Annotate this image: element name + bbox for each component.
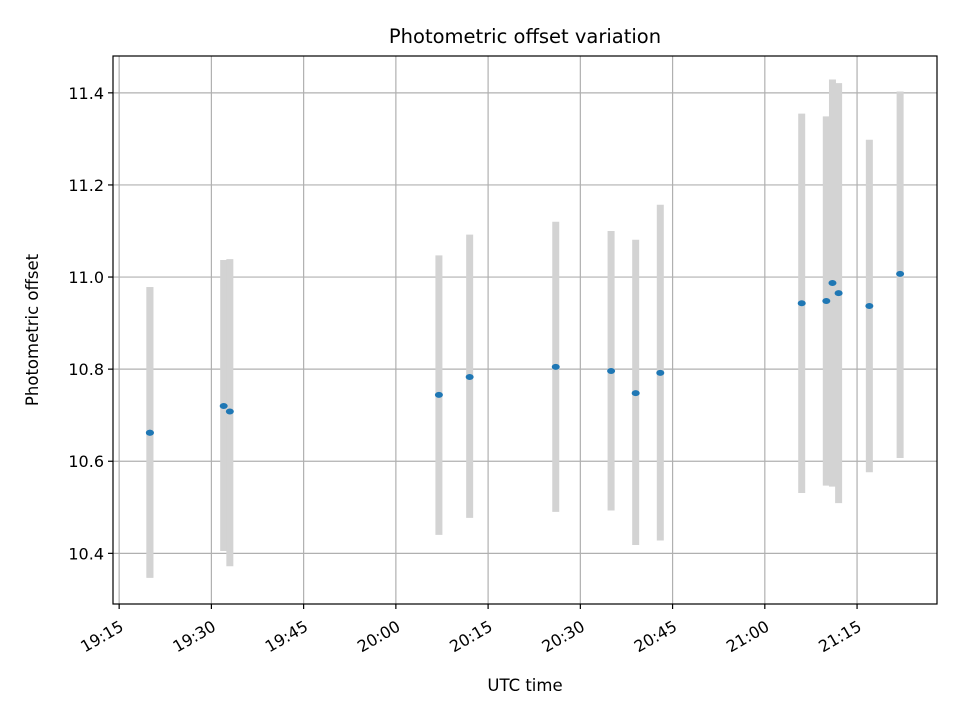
data-points <box>145 270 905 436</box>
data-point <box>828 280 837 287</box>
y-tick-label: 10.4 <box>68 544 104 563</box>
y-tick-label: 11.0 <box>68 268 104 287</box>
y-axis-title: Photometric offset <box>23 253 42 406</box>
data-point <box>551 363 560 370</box>
data-point <box>225 408 234 415</box>
data-point <box>896 270 905 277</box>
data-point <box>656 369 665 376</box>
data-point <box>631 390 640 397</box>
y-tick-label: 10.8 <box>68 360 104 379</box>
y-tick-label: 11.4 <box>68 84 104 103</box>
chart-title: Photometric offset variation <box>389 25 661 48</box>
plot-frame <box>112 55 938 605</box>
data-point <box>219 402 228 409</box>
data-point <box>797 300 806 307</box>
data-point <box>465 373 474 380</box>
data-point <box>145 429 154 436</box>
data-point <box>865 303 874 310</box>
y-tick-label: 11.2 <box>68 176 104 195</box>
y-axis-ticks: 10.4 10.6 10.8 11.0 11.2 11.4 <box>68 84 113 563</box>
data-point <box>834 290 843 297</box>
y-tick-label: 10.6 <box>68 452 104 471</box>
data-point <box>434 391 443 398</box>
x-axis-title: UTC time <box>487 676 562 695</box>
data-point <box>607 367 616 374</box>
data-point <box>822 297 831 304</box>
